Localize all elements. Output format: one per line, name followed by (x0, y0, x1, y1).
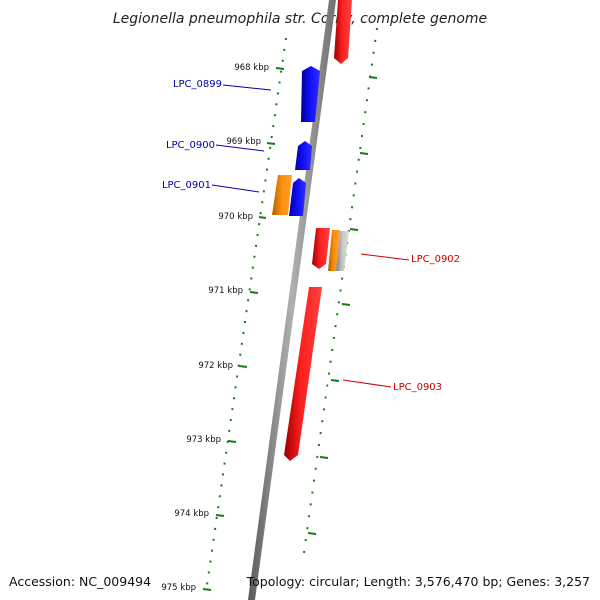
inner-tick-3 (349, 228, 359, 231)
leader-lpc-0901 (211, 184, 260, 193)
leader-lpc-0902 (360, 253, 410, 261)
genome-backbone (248, 0, 336, 600)
inner-tick-2 (359, 152, 369, 155)
inner-tick-6 (319, 456, 329, 459)
inner-tick-4 (341, 303, 351, 306)
inner-tick-1 (368, 76, 378, 79)
label-lpc-0901[interactable]: LPC_0901 (162, 180, 211, 191)
tick-label-968: 968 kbp (234, 63, 269, 73)
tick-mark-975 (202, 588, 212, 591)
outer-left-dotted-track (205, 37, 287, 593)
leader-lpc-0899 (222, 84, 272, 91)
gene-top-partial[interactable] (334, 0, 352, 64)
tick-label-970: 970 kbp (218, 212, 253, 222)
leader-lpc-0900 (215, 144, 265, 152)
tick-label-975: 975 kbp (161, 583, 196, 593)
inner-tick-7 (307, 532, 317, 535)
gene-lpc-0902[interactable] (312, 228, 330, 269)
tick-label-972: 972 kbp (198, 361, 233, 371)
label-lpc-0899[interactable]: LPC_0899 (173, 79, 222, 90)
tick-label-969: 969 kbp (226, 137, 261, 147)
tick-label-971: 971 kbp (208, 286, 243, 296)
gene-lpc-0900[interactable] (295, 141, 312, 170)
tick-mark-968 (275, 67, 285, 70)
tick-label-973: 973 kbp (186, 435, 221, 445)
scale-ticks (202, 67, 378, 591)
topology-text: Topology: circular; Length: 3,576,470 bp… (246, 574, 590, 589)
gene-lpc-0901[interactable] (289, 178, 306, 216)
label-lpc-0903[interactable]: LPC_0903 (393, 382, 442, 393)
grey-feature[interactable] (336, 231, 349, 271)
tick-label-974: 974 kbp (174, 509, 209, 519)
tick-mark-969 (266, 142, 276, 145)
gene-lpc-0899[interactable] (301, 66, 320, 122)
orange-feature-2[interactable] (328, 230, 340, 271)
tick-mark-973 (227, 440, 237, 443)
tick-mark-974 (215, 514, 225, 517)
map-title: Legionella pneumophila str. Corby, compl… (113, 11, 487, 27)
tick-mark-972 (238, 365, 248, 368)
tick-mark-971 (249, 291, 259, 294)
label-lpc-0902[interactable]: LPC_0902 (411, 254, 460, 265)
tick-mark-970 (258, 216, 267, 219)
gene-lpc-0903[interactable] (284, 287, 322, 461)
label-lpc-0900[interactable]: LPC_0900 (166, 140, 215, 151)
inner-tick-5 (330, 379, 340, 382)
orange-feature-1[interactable] (272, 175, 292, 215)
leader-lpc-0903 (342, 379, 392, 388)
accession-text: Accession: NC_009494 (9, 574, 151, 589)
